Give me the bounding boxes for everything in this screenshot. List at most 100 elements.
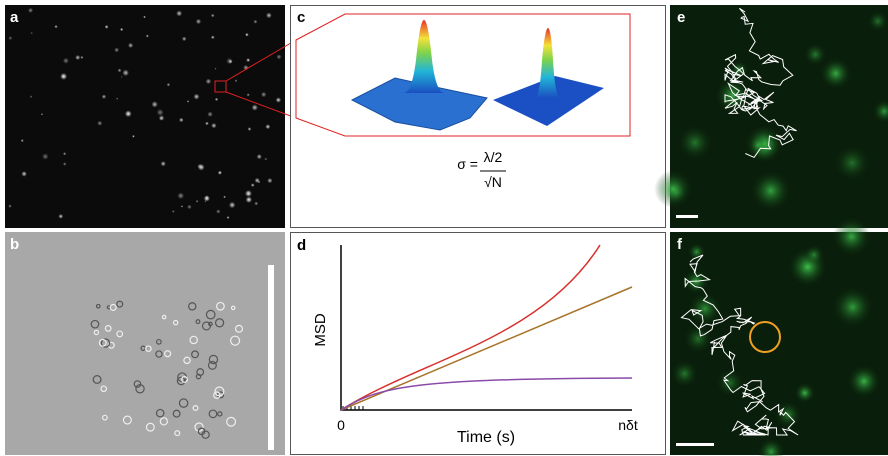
spot: [868, 11, 888, 31]
spot: [265, 124, 270, 129]
spot: [21, 171, 27, 177]
spot: [63, 162, 66, 165]
spot: [276, 97, 281, 102]
y-axis-label: MSD: [312, 313, 329, 347]
spot: [254, 20, 258, 24]
spot: [205, 122, 209, 126]
spot: [246, 196, 252, 202]
spot: [194, 94, 200, 100]
panel-label: a: [10, 9, 19, 26]
spot: [835, 145, 870, 180]
spot: [795, 383, 815, 403]
formula-lhs: σ =: [457, 156, 478, 172]
spot: [257, 154, 262, 159]
spot: [118, 68, 122, 72]
spot: [267, 178, 272, 183]
spot: [804, 43, 827, 66]
panel-label: d: [297, 237, 306, 254]
spot: [204, 195, 210, 201]
spot: [121, 76, 123, 78]
spot: [58, 214, 63, 219]
spot: [182, 37, 186, 41]
spot: [206, 79, 212, 85]
spot: [161, 161, 166, 166]
scale-bar: [676, 443, 714, 446]
spot: [751, 171, 791, 211]
panel-b: [5, 232, 285, 455]
spot: [187, 100, 189, 102]
spot: [196, 200, 199, 203]
spot: [179, 118, 184, 123]
spot: [215, 98, 218, 101]
spot: [187, 205, 192, 210]
panel-label: b: [10, 236, 19, 253]
spot: [211, 35, 215, 39]
scale-bar: [676, 215, 698, 218]
panel-c: [291, 6, 666, 228]
panel-label: c: [297, 9, 305, 26]
spot: [252, 104, 258, 110]
spot: [211, 14, 214, 17]
spot: [97, 121, 102, 126]
panel-label: e: [677, 9, 685, 26]
spot: [30, 95, 33, 98]
spot: [128, 43, 133, 48]
figure: a b σ = λ/2 √N c MSD Time (s) 0 nδt d e …: [0, 0, 888, 456]
spot: [227, 216, 230, 219]
spot: [176, 10, 182, 16]
spot: [125, 110, 132, 117]
spot: [833, 287, 873, 327]
spot: [114, 47, 119, 52]
spot: [196, 19, 201, 24]
spot: [42, 153, 48, 159]
spot: [247, 93, 250, 96]
spot: [167, 83, 171, 87]
spot: [143, 16, 146, 19]
spot: [197, 164, 202, 169]
spot: [261, 92, 267, 98]
spot: [235, 79, 238, 82]
formula-denominator: √N: [484, 174, 502, 190]
spot: [254, 202, 258, 206]
spot: [54, 25, 57, 28]
spot: [80, 56, 83, 59]
spot: [246, 58, 250, 62]
spot: [218, 171, 222, 175]
spot: [207, 112, 212, 117]
spot: [75, 55, 80, 60]
spot: [671, 360, 697, 386]
spot: [60, 73, 67, 80]
spot: [255, 178, 260, 183]
spot: [122, 69, 129, 76]
spot: [229, 202, 236, 209]
spot: [804, 245, 824, 265]
spot: [63, 58, 69, 64]
spot: [226, 58, 233, 65]
spot: [181, 205, 183, 207]
spot: [266, 12, 272, 18]
spot: [8, 204, 11, 207]
spot: [264, 158, 267, 161]
spot: [21, 139, 24, 142]
spot: [678, 126, 712, 160]
spot: [172, 210, 175, 213]
spot: [216, 209, 220, 213]
spot: [245, 190, 252, 197]
spot: [159, 115, 165, 121]
spot: [157, 109, 164, 116]
formula-numerator: λ/2: [484, 149, 503, 165]
spot: [833, 218, 871, 256]
spot: [654, 170, 692, 208]
spot: [132, 135, 135, 138]
spot: [146, 34, 149, 37]
spot: [8, 36, 12, 40]
spot: [248, 127, 252, 131]
scale-bar: [268, 265, 274, 450]
spot: [177, 192, 184, 199]
x-axis-label: Time (s): [457, 429, 515, 446]
spot: [41, 113, 43, 115]
spot: [848, 365, 880, 397]
x-start-label: 0: [337, 417, 345, 433]
spot: [214, 68, 216, 70]
spot: [105, 25, 109, 29]
